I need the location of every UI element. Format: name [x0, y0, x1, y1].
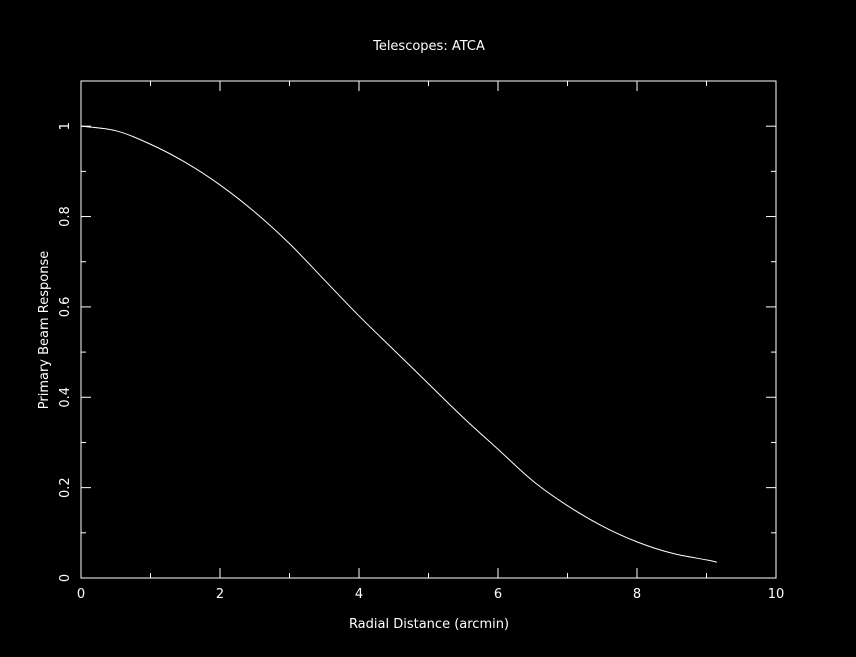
- beam-response-curve: [80, 125, 718, 563]
- axis-tick-labels: 0 2 4 6 8 10 0 0.2 0.4 0.6 0.8 1: [58, 122, 784, 602]
- y-tick-label: 1: [58, 122, 73, 130]
- y-tick-label: 0.2: [58, 477, 73, 498]
- plot-frame: [80, 80, 777, 579]
- y-tick-label: 0.8: [58, 206, 73, 227]
- x-tick-label: 4: [355, 587, 363, 602]
- x-tick-label: 2: [216, 587, 224, 602]
- x-tick-label: 8: [633, 587, 641, 602]
- y-axis-label: Primary Beam Response: [37, 251, 52, 409]
- y-tick-label: 0: [58, 574, 73, 582]
- x-tick-label: 0: [77, 587, 85, 602]
- y-tick-label: 0.4: [58, 387, 73, 408]
- y-tick-label: 0.6: [58, 297, 73, 318]
- chart-title: Telescopes: ATCA: [372, 39, 485, 54]
- x-tick-label: 6: [494, 587, 502, 602]
- x-axis-label: Radial Distance (arcmin): [349, 617, 509, 632]
- x-tick-label: 10: [768, 587, 785, 602]
- axis-ticks: [80, 80, 777, 579]
